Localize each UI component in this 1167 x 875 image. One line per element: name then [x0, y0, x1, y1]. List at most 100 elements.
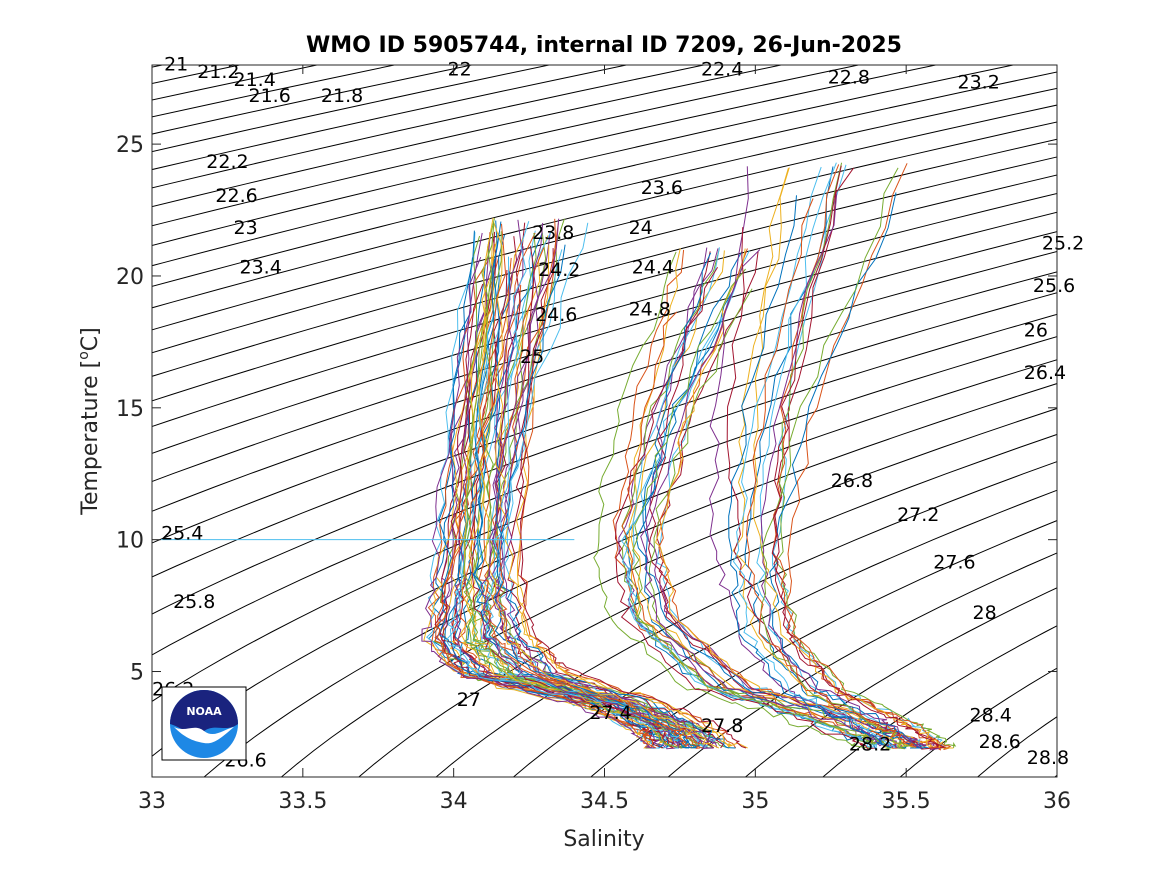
profile-line	[421, 257, 655, 749]
isopycnal-label: 26.8	[831, 470, 873, 492]
profile-line	[461, 243, 680, 749]
profile-line	[760, 167, 912, 749]
isopycnal-line	[152, 71, 1057, 287]
isopycnal-line	[152, 174, 1057, 428]
isopycnal-label: 24	[629, 217, 653, 239]
profile-line	[744, 166, 907, 749]
profile-line	[515, 245, 747, 749]
profile-line	[492, 220, 736, 749]
isopycnal-label: 25.2	[1042, 233, 1084, 255]
axis-ticks: 33 33.5 34 34.5 35 35.5 36 5 10 15 20 25	[116, 65, 1071, 814]
isopycnal-label: 28.6	[979, 731, 1021, 753]
profile-line	[493, 244, 701, 749]
isopycnal-label: 28.4	[970, 705, 1012, 727]
isopycnal-label: 23.2	[958, 72, 1000, 94]
isopycnal-line	[203, 383, 1057, 777]
noaa-logo-top	[170, 690, 238, 734]
isopycnal-label: 27.2	[897, 504, 939, 526]
isopycnal-label: 27.6	[933, 552, 975, 574]
isopycnal-label: 21.6	[249, 85, 291, 107]
y-axis-label-end: C]	[78, 327, 103, 351]
isopycnal-label: 23.8	[532, 222, 574, 244]
x-tick-label: 33.5	[278, 789, 327, 814]
profile-line	[760, 193, 922, 749]
x-tick-label: 34.5	[580, 789, 629, 814]
isopycnal-line	[745, 587, 1057, 777]
isopycnal-label: 27	[457, 689, 481, 711]
isopycnal-label: 24.6	[535, 304, 577, 326]
isopycnal-line	[152, 65, 704, 189]
y-axis-label-sup: o	[76, 351, 92, 360]
profile-lines	[161, 162, 957, 751]
isopycnal-label: 28.8	[1027, 747, 1069, 769]
plot-area: 21 21.221.421.6 21.8 22 22.4 22.8 23.2 22.2 22.6…	[0, 53, 1167, 778]
isopycnal-label: 21.8	[321, 85, 363, 107]
isopycnal-label: 21	[164, 53, 188, 75]
profile-line	[773, 167, 947, 750]
profile-line	[732, 166, 896, 749]
profile-line	[593, 251, 870, 749]
y-tick-label: 10	[116, 529, 144, 554]
isopycnal-label: 24.8	[629, 299, 671, 321]
x-tick-label: 34	[440, 789, 468, 814]
profile-line	[515, 244, 733, 749]
x-tick-label: 36	[1043, 789, 1071, 814]
x-tick-label: 33	[138, 789, 166, 814]
profile-line	[775, 162, 957, 749]
x-tick-label: 35.5	[882, 789, 931, 814]
isopycnal-label: 26	[1024, 320, 1048, 342]
y-tick-label: 5	[130, 661, 144, 686]
isopycnal-line	[435, 461, 1057, 777]
plot-background	[152, 65, 1057, 777]
isopycnal-label: 22.4	[701, 59, 743, 81]
profile-line	[709, 166, 900, 749]
isopycnal-label: 24.4	[632, 256, 674, 278]
isopycnal-line	[667, 552, 1057, 777]
isopycnal-line	[152, 65, 1014, 267]
profile-line	[517, 223, 737, 749]
isopycnal-label: 21.2	[197, 61, 239, 83]
isopycnal-label: 25	[520, 346, 544, 368]
profile-line	[620, 247, 889, 749]
noaa-logo: NOAA	[161, 686, 247, 761]
isopycnal-line	[152, 292, 1057, 615]
y-tick-label: 25	[116, 133, 144, 158]
profile-line	[771, 165, 947, 749]
profile-line	[626, 250, 877, 749]
profile-line	[752, 167, 954, 749]
isopycnal-line	[0, 65, 85, 777]
isopycnal-label: 22.6	[215, 185, 257, 207]
profile-line	[648, 288, 906, 750]
isopycnal-label: 25.8	[173, 591, 215, 613]
isopycnal-line	[152, 231, 1057, 512]
isopycnal-line	[152, 65, 782, 208]
isopycnal-line	[152, 156, 1057, 402]
isopycnal-line	[152, 87, 1057, 309]
profile-line	[784, 163, 944, 749]
profile-line	[455, 232, 691, 749]
profile-line	[503, 222, 718, 749]
isopycnal-line	[152, 65, 859, 227]
isopycnal-line	[152, 313, 1057, 656]
profile-line	[728, 195, 892, 749]
profile-line	[632, 268, 891, 750]
profile-line	[480, 218, 683, 749]
profile-line	[493, 222, 748, 749]
y-axis-label-main: Temperature [	[78, 360, 103, 516]
isopycnal-label: 23	[234, 217, 258, 239]
isopycnal-line	[1132, 65, 1167, 777]
profile-line	[621, 311, 915, 749]
isopycnal-label: 22	[448, 59, 472, 81]
isopycnal-line	[152, 138, 1057, 377]
isopycnal-label: 25.6	[1033, 275, 1075, 297]
profile-line	[451, 233, 687, 749]
isopycnal-label: 28	[973, 602, 997, 624]
isopycnal-label: 24.2	[538, 259, 580, 281]
profile-line	[485, 222, 680, 749]
isopycnal-label: 23.6	[641, 177, 683, 199]
y-axis-label: Temperature [oC]	[76, 327, 103, 515]
isopycnal-line	[152, 359, 1057, 757]
chart-title: WMO ID 5905744, internal ID 7209, 26-Jun…	[306, 33, 902, 58]
isopycnal-line	[152, 271, 1057, 578]
isopycnal-labels: 21 21.221.421.6 21.8 22 22.4 22.8 23.2 22.2 22.6…	[152, 53, 1084, 771]
